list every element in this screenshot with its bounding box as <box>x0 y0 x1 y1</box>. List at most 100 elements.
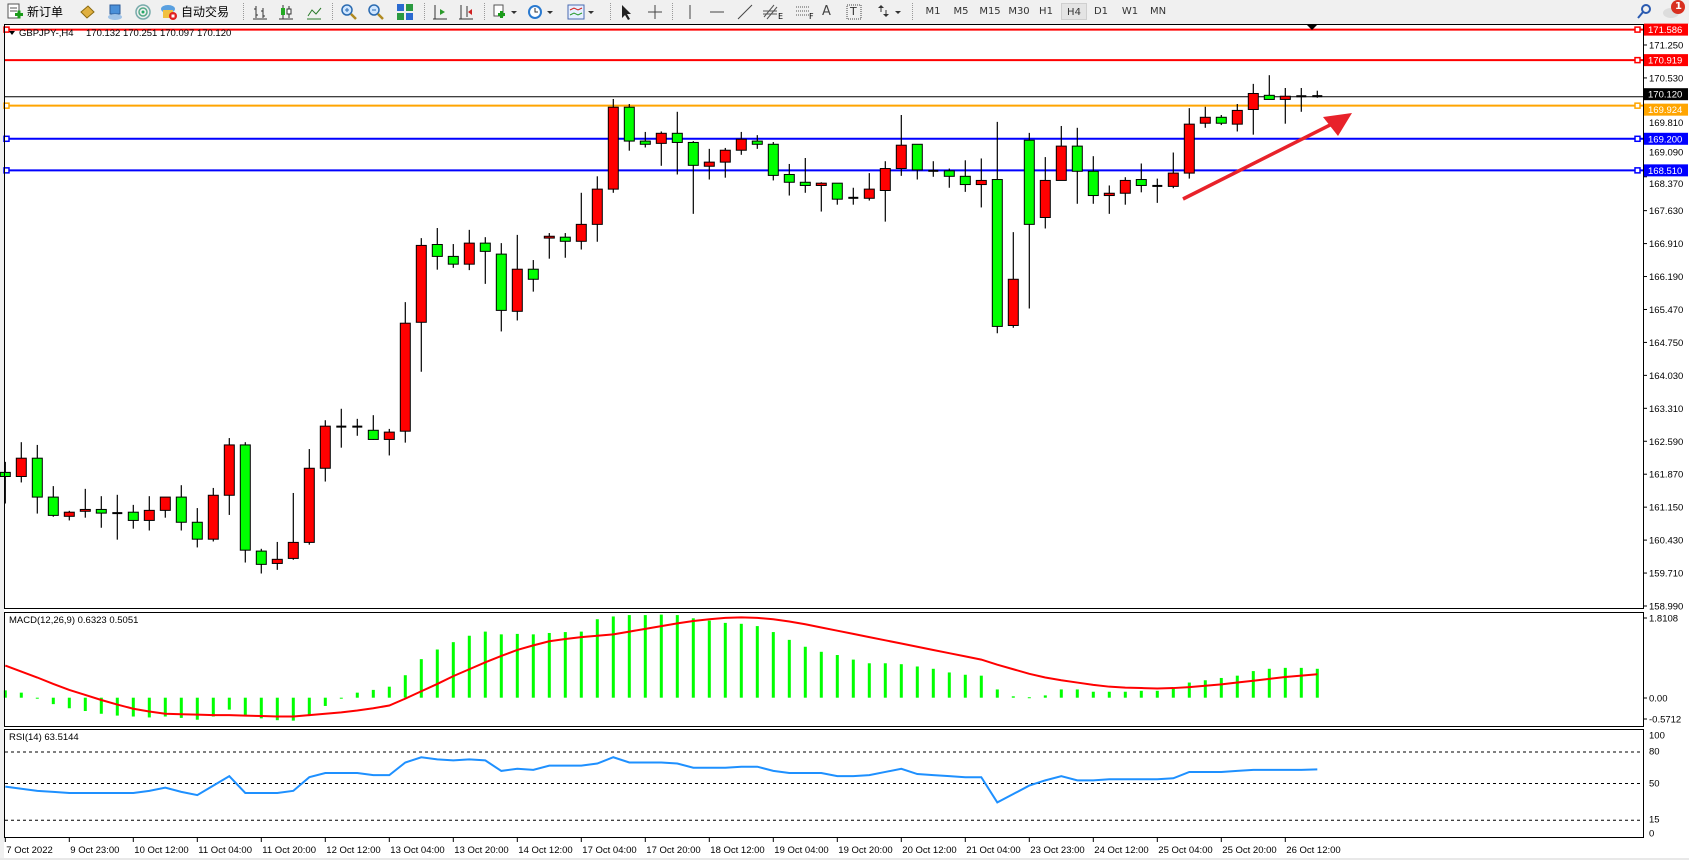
new-order-icon <box>7 3 23 18</box>
cursor-tool[interactable] <box>618 2 634 21</box>
text-tool[interactable]: A <box>822 2 831 21</box>
time-label: 20 Oct 12:00 <box>902 845 956 856</box>
rsi-axis-label: 15 <box>1649 815 1660 826</box>
macd-histogram-bar <box>1123 691 1127 698</box>
crosshair-tool[interactable] <box>646 2 664 21</box>
timeframe-m15[interactable]: M15 <box>979 6 1001 17</box>
line-handle[interactable] <box>1634 26 1641 33</box>
price-tick-label: 163.310 <box>1649 404 1683 415</box>
macd-histogram-bar <box>1267 668 1271 698</box>
zoom-out-button[interactable] <box>367 2 385 21</box>
candle <box>1039 157 1051 229</box>
candle-body <box>751 140 763 145</box>
trendline-tool[interactable] <box>736 2 754 21</box>
main-chart-frame <box>4 24 1644 609</box>
macd-histogram-bar <box>547 632 551 698</box>
candle-body <box>175 496 187 523</box>
macd-histogram-bar <box>451 642 455 698</box>
candle-body <box>1007 278 1019 326</box>
chart-shift-button[interactable] <box>432 2 448 21</box>
line-chart-button[interactable] <box>306 2 322 21</box>
trend-arrow-line[interactable] <box>1182 119 1339 201</box>
line-handle[interactable] <box>1634 167 1641 174</box>
candle-body <box>639 140 651 145</box>
candle-body <box>303 467 315 543</box>
auto-trading-button[interactable]: 自动交易 <box>160 2 229 21</box>
macd-histogram-bar <box>1011 696 1015 698</box>
tile-windows-button[interactable] <box>396 2 414 21</box>
text-label-tool[interactable]: T <box>846 2 862 21</box>
candle-body <box>559 236 571 242</box>
candle <box>1023 132 1035 309</box>
candle <box>367 415 379 440</box>
line-handle[interactable] <box>1634 135 1641 143</box>
new-order-button[interactable]: 新订单 <box>6 2 63 21</box>
macd-histogram-bar <box>1091 691 1095 698</box>
macd-histogram-bar <box>1283 667 1287 698</box>
candle <box>159 496 171 518</box>
arrows-tool[interactable] <box>875 2 903 21</box>
text-label-icon <box>846 4 862 19</box>
horizontal-line-tool[interactable] <box>708 2 726 21</box>
macd-histogram-bar <box>995 689 999 698</box>
metaeditor-icon <box>80 4 95 19</box>
fibo-retracement-tool[interactable]: F <box>794 2 814 21</box>
timeframe-mn[interactable]: MN <box>1149 6 1167 17</box>
signals-button[interactable] <box>134 2 152 21</box>
timeframe-h4[interactable]: H4 <box>1061 3 1087 20</box>
vertical-line-tool[interactable] <box>682 2 698 21</box>
zoom-in-button[interactable] <box>340 2 358 21</box>
candle-body <box>319 425 331 469</box>
chart-menu-triangle-icon[interactable] <box>9 31 15 35</box>
auto-scroll-button[interactable] <box>458 2 474 21</box>
line-price-tag-bg <box>1644 54 1688 67</box>
timeframe-m5[interactable]: M5 <box>953 6 969 17</box>
crosshair-icon <box>648 4 662 19</box>
macd-histogram-bar <box>675 615 679 698</box>
bar-chart-button[interactable] <box>252 2 268 21</box>
auto-scroll-icon <box>459 4 473 19</box>
timeframe-h1[interactable]: H1 <box>1039 6 1053 17</box>
candle-body <box>831 182 843 200</box>
timeframe-m30[interactable]: M30 <box>1008 6 1030 17</box>
candle-body <box>959 175 971 186</box>
indicators-button[interactable] <box>567 2 595 21</box>
time-label: 7 Oct 2022 <box>6 845 52 856</box>
candle <box>95 496 107 528</box>
chart-shift-marker-icon[interactable] <box>1306 24 1318 30</box>
arrow-head-icon <box>1323 113 1352 136</box>
timeframe-w1[interactable]: W1 <box>1121 6 1139 17</box>
line-handle[interactable] <box>1634 102 1641 109</box>
new-order-label: 新订单 <box>27 5 64 19</box>
fibo-channel-icon <box>763 4 778 19</box>
notifications-button[interactable]: 1 <box>1662 0 1686 19</box>
timeframe-d1[interactable]: D1 <box>1093 6 1109 17</box>
search-button[interactable] <box>1635 2 1653 21</box>
auto-trading-label: 自动交易 <box>181 5 230 19</box>
timeframe-m1[interactable]: M1 <box>925 6 941 17</box>
macd-histogram-bar <box>1139 690 1143 698</box>
terminal-button[interactable] <box>106 2 124 21</box>
candle-body <box>687 141 699 166</box>
candlestick-chart-button[interactable] <box>278 2 294 21</box>
macd-histogram-bar <box>1107 691 1111 698</box>
candle <box>703 148 715 180</box>
macd-histogram-bar <box>931 668 935 698</box>
macd-histogram-bar <box>643 615 647 698</box>
templates-button[interactable] <box>492 2 518 21</box>
candle <box>79 488 91 518</box>
time-label: 24 Oct 12:00 <box>1094 845 1148 856</box>
metaeditor-button[interactable] <box>78 2 96 21</box>
line-handle[interactable] <box>1634 56 1641 64</box>
macd-histogram-bar <box>1043 695 1047 698</box>
periods-button[interactable] <box>527 2 555 21</box>
candle <box>543 233 555 259</box>
macd-histogram-bar <box>867 663 871 698</box>
trend-arrow[interactable] <box>1182 113 1352 201</box>
text-label-letter: T <box>850 5 857 18</box>
fibo-channel-tool[interactable]: E <box>762 2 783 21</box>
candle <box>671 111 683 175</box>
macd-histogram-bar <box>835 655 839 698</box>
macd-frame <box>4 612 1644 727</box>
